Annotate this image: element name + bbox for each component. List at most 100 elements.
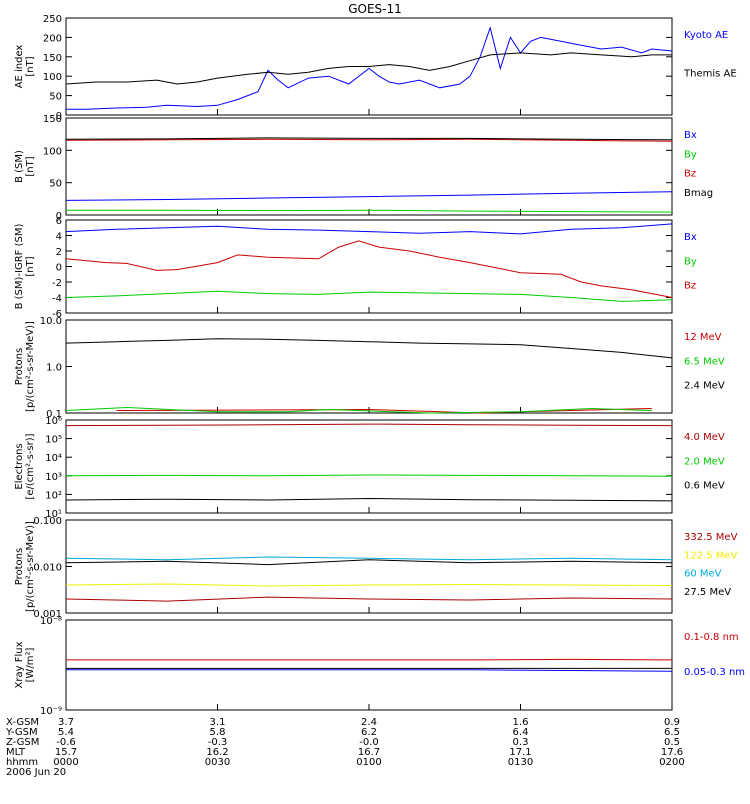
legend-hiprotons-3: 27.5 MeV	[684, 587, 731, 598]
series-line-hiprotons-0	[65, 596, 673, 602]
series-line-electrons-1	[65, 474, 673, 477]
footer-value-2-3: 16.7	[358, 747, 380, 758]
y-tick-label-bdiff-2: 2	[56, 247, 62, 258]
y-axis-label-hiprotons-1: [p/(cm²-s-sr-MeV)]	[25, 521, 36, 612]
legend-protons-0: 12 MeV	[684, 332, 722, 343]
y-axis-label-xray-1: [W/m²]	[25, 647, 36, 682]
footer-row-label-4: hhmm	[6, 757, 38, 768]
y-axis-label-protons-0: Protons	[14, 348, 25, 385]
series-line-bsm-0	[65, 191, 673, 201]
footer-row-label-0: X-GSM	[6, 717, 39, 728]
series-line-xray-1	[66, 669, 673, 672]
y-tick-label-hiprotons-1: 0.010	[33, 563, 62, 574]
y-axis-label-electrons-0: Electrons	[14, 443, 25, 489]
series-line-ae-0	[66, 25, 673, 110]
series-line-bsm-3	[65, 137, 673, 141]
y-tick-label-electrons-4: 10²	[45, 490, 62, 501]
legend-hiprotons-2: 60 MeV	[684, 569, 722, 580]
y-axis-label-bdiff-0: B (SM)-IGRF (SM)	[14, 224, 25, 310]
footer-value-3-0: 1.6	[513, 717, 529, 728]
legend-bdiff-0: Bx	[684, 232, 697, 243]
series-line-ae-1	[65, 52, 672, 85]
legend-protons-1: 6.5 MeV	[684, 356, 725, 367]
footer-value-2-2: -0.0	[359, 737, 379, 748]
legend-hiprotons-0: 332.5 MeV	[684, 532, 738, 543]
footer-value-0-2: -0.6	[56, 737, 76, 748]
series-line-bdiff-1	[65, 290, 673, 302]
y-tick-label-ae-4: 50	[49, 92, 62, 103]
y-tick-label-electrons-1: 10⁵	[45, 435, 62, 446]
legend-bdiff-1: By	[684, 256, 697, 267]
legend-ae-1: Themis AE	[683, 69, 737, 80]
footer-value-1-2: -0.3	[208, 737, 228, 748]
footer-value-2-1: 6.2	[361, 727, 377, 738]
footer-row-label-2: Z-GSM	[6, 737, 39, 748]
y-axis-label-bdiff-1: [nT]	[25, 256, 36, 276]
footer-value-4-4: 0200	[659, 757, 684, 768]
series-line-hiprotons-1	[65, 583, 673, 587]
legend-bsm-3: Bmag	[684, 188, 713, 199]
y-axis-label-ae-0: AE index	[14, 45, 25, 89]
legend-electrons-1: 2.0 MeV	[684, 456, 725, 467]
footer-value-3-2: 0.3	[513, 737, 529, 748]
footer-row-label-3: MLT	[6, 747, 26, 758]
y-tick-label-hiprotons-0: 0.100	[33, 516, 62, 527]
y-tick-label-bsm-1: 100	[43, 146, 62, 157]
y-tick-label-bdiff-1: 4	[56, 232, 62, 243]
y-tick-label-protons-1: 1.0	[46, 363, 62, 374]
footer-value-1-1: 5.8	[210, 727, 226, 738]
y-axis-label-bsm-0: B (SM)	[14, 150, 25, 183]
y-axis-label-electrons-1: [e/(cm²-s-sr)]	[25, 433, 36, 499]
series-line-bdiff-0	[65, 223, 673, 235]
legend-protons-2: 2.4 MeV	[684, 381, 725, 392]
footer-value-4-3: 17.6	[661, 747, 683, 758]
y-tick-label-bsm-0: 150	[43, 114, 62, 125]
panel-frame-protons	[65, 319, 673, 414]
series-line-electrons-2	[65, 497, 673, 502]
y-axis-label-bsm-1: [nT]	[25, 156, 36, 176]
y-tick-label-bsm-3: 0	[56, 211, 62, 222]
y-tick-label-bdiff-0: 6	[56, 216, 62, 227]
series-line-hiprotons-2	[65, 556, 673, 561]
footer-value-4-2: 0.5	[664, 737, 680, 748]
y-axis-label-hiprotons-0: Protons	[14, 548, 25, 585]
series-line-hiprotons-3	[65, 559, 673, 566]
y-tick-label-bdiff-3: 0	[56, 263, 62, 274]
series-line-bdiff-2	[65, 240, 673, 298]
series-line-protons-1	[65, 406, 652, 414]
footer-row-label-5: 2006 Jun 20	[6, 767, 66, 778]
footer-value-0-1: 5.4	[58, 727, 74, 738]
legend-hiprotons-1: 122.5 MeV	[684, 550, 738, 561]
footer-value-4-0: 0.9	[664, 717, 680, 728]
y-tick-label-xray-0: 10⁻⁸	[40, 616, 62, 627]
y-tick-label-protons-0: 10.0	[40, 316, 62, 327]
legend-bdiff-2: Bz	[684, 281, 696, 292]
y-axis-label-xray-0: Xray Flux	[14, 641, 25, 688]
footer-value-0-4: 0000	[53, 757, 78, 768]
footer-value-3-3: 17.1	[509, 747, 531, 758]
legend-xray-1: 0.05-0.3 nm	[684, 667, 745, 678]
panel-frame-bdiff	[65, 219, 673, 314]
series-line-xray-0	[66, 658, 673, 661]
y-axis-label-ae-1: [nT]	[25, 56, 36, 76]
footer-row-label-1: Y-GSM	[5, 727, 38, 738]
series-line-protons-2	[65, 338, 673, 359]
series-line-bsm-2	[65, 138, 673, 142]
legend-bsm-1: By	[684, 149, 697, 160]
y-tick-label-protons-2: 0.1	[46, 409, 62, 420]
y-tick-label-ae-5: 0	[56, 111, 62, 122]
plot-title: GOES-11	[348, 2, 402, 16]
y-tick-label-bdiff-5: -4	[52, 294, 62, 305]
y-tick-label-electrons-3: 10³	[45, 472, 62, 483]
legend-ae-0: Kyoto AE	[684, 30, 728, 41]
legend-electrons-0: 4.0 MeV	[684, 432, 725, 443]
y-tick-label-electrons-2: 10⁴	[45, 453, 62, 464]
series-line-electrons-0	[65, 423, 673, 427]
footer-value-0-0: 3.7	[58, 717, 74, 728]
footer-value-0-3: 15.7	[55, 747, 77, 758]
series-line-bsm-1	[66, 209, 673, 213]
footer-value-3-1: 6.4	[513, 727, 529, 738]
legend-electrons-2: 0.6 MeV	[684, 481, 725, 492]
